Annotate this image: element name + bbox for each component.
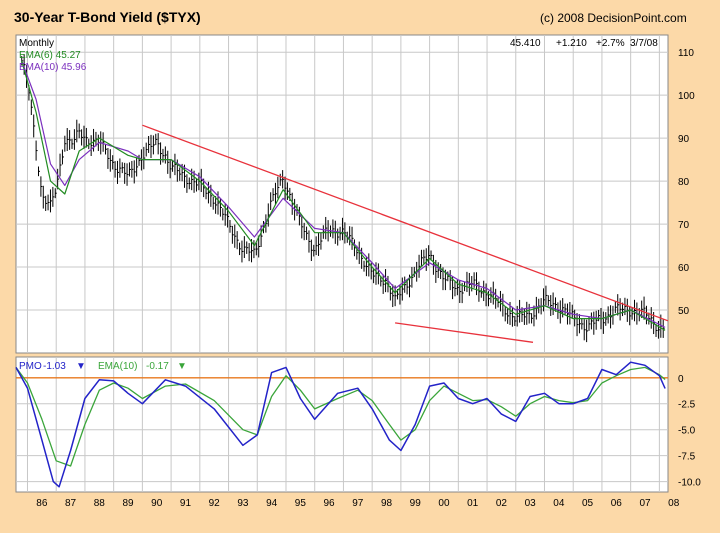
pmo-ema-line bbox=[15, 366, 666, 467]
price-y-tick-label: 60 bbox=[678, 263, 690, 274]
ema10-legend: EMA(10) 45.96 bbox=[19, 62, 87, 73]
pmo-ema-legend-value: -0.17 bbox=[146, 361, 169, 372]
quote-date: 3/7/08 bbox=[630, 38, 658, 49]
pmo-y-axis-ticks: 0 -2.5 -5.0 -7.5 -10.0 bbox=[678, 374, 701, 489]
price-y-tick-label: 90 bbox=[678, 134, 690, 145]
price-y-tick-label: 80 bbox=[678, 177, 690, 188]
pmo-y-tick-label: -7.5 bbox=[678, 452, 696, 463]
pmo-y-tick-label: -10.0 bbox=[678, 478, 701, 489]
price-y-tick-label: 100 bbox=[678, 91, 695, 102]
x-tick-label: 89 bbox=[122, 498, 134, 509]
pmo-panel bbox=[15, 356, 669, 493]
price-y-tick-label: 110 bbox=[678, 48, 694, 59]
pmo-legend-label: PMO bbox=[19, 361, 42, 372]
pmo-ema-legend-label: EMA(10) bbox=[98, 361, 137, 372]
x-tick-label: 93 bbox=[237, 498, 249, 509]
x-axis-ticks: 86 87 88 89 90 91 92 93 94 95 96 97 98 99 00 01 02 03 04 05… bbox=[36, 498, 679, 509]
price-y-tick-label: 70 bbox=[678, 220, 690, 231]
pmo-series-group bbox=[15, 361, 666, 488]
change-value: +1.210 bbox=[556, 38, 587, 49]
upper-trendline bbox=[142, 124, 669, 322]
lower-trendline bbox=[395, 322, 534, 343]
x-tick-label: 90 bbox=[151, 498, 163, 509]
x-tick-label: 00 bbox=[438, 498, 450, 509]
x-tick-label: 98 bbox=[381, 498, 393, 509]
x-tick-label: 06 bbox=[611, 498, 623, 509]
pmo-down-arrow-icon: ▼ bbox=[76, 361, 86, 372]
ema6-line bbox=[21, 60, 666, 331]
pmo-ema-down-arrow-icon: ▼ bbox=[177, 361, 187, 372]
x-tick-label: 92 bbox=[209, 498, 221, 509]
pmo-y-tick-label: -2.5 bbox=[678, 400, 696, 411]
price-panel bbox=[15, 34, 669, 354]
price-y-tick-label: 50 bbox=[678, 306, 690, 317]
pmo-y-tick-label: 0 bbox=[678, 374, 684, 385]
x-tick-label: 05 bbox=[582, 498, 594, 509]
x-tick-label: 88 bbox=[94, 498, 106, 509]
x-tick-label: 86 bbox=[36, 498, 48, 509]
pmo-line bbox=[15, 361, 666, 488]
price-series-group bbox=[21, 54, 669, 343]
chart-title: 30-Year T-Bond Yield ($TYX) bbox=[14, 9, 201, 25]
x-tick-label: 96 bbox=[324, 498, 336, 509]
x-tick-label: 01 bbox=[467, 498, 479, 509]
x-tick-label: 94 bbox=[266, 498, 278, 509]
price-bars bbox=[21, 54, 665, 343]
x-tick-label: 02 bbox=[496, 498, 508, 509]
pmo-y-tick-label: -5.0 bbox=[678, 426, 696, 437]
x-tick-label: 97 bbox=[352, 498, 364, 509]
change-percent: +2.7% bbox=[596, 38, 625, 49]
ema10-line bbox=[21, 60, 666, 328]
x-tick-label: 07 bbox=[639, 498, 651, 509]
pmo-legend-value: -1.03 bbox=[43, 361, 66, 372]
x-tick-label: 08 bbox=[668, 498, 680, 509]
x-tick-label: 95 bbox=[295, 498, 307, 509]
price-y-axis-ticks: 50 60 70 80 90 100 110 bbox=[678, 48, 695, 317]
x-tick-label: 87 bbox=[65, 498, 77, 509]
ema6-legend: EMA(6) 45.27 bbox=[19, 50, 81, 61]
period-label: Monthly bbox=[19, 38, 54, 49]
x-tick-label: 04 bbox=[553, 498, 565, 509]
x-tick-label: 91 bbox=[180, 498, 192, 509]
copyright-text: (c) 2008 DecisionPoint.com bbox=[540, 11, 687, 25]
x-tick-label: 99 bbox=[410, 498, 422, 509]
last-quote: 45.410 bbox=[510, 38, 541, 49]
x-tick-label: 03 bbox=[525, 498, 537, 509]
